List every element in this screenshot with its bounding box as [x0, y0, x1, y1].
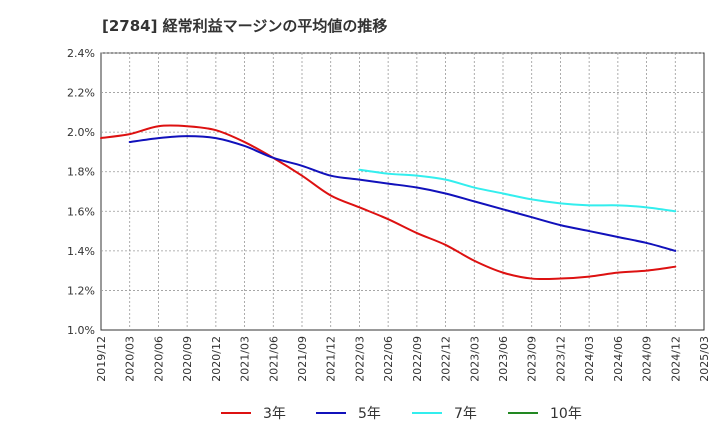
x-tick-label: 2022/06 [382, 336, 395, 382]
legend: 3年 5年 7年 10年 [221, 406, 582, 422]
y-axis: 1.0% 1.2% 1.4% 1.6% 1.8% 2.0% 2.2% 2.4% [67, 47, 95, 337]
y-tick-label: 1.4% [67, 245, 95, 258]
x-tick-label: 2020/12 [210, 336, 223, 382]
x-tick-label: 2019/12 [95, 336, 108, 382]
legend-label: 5年 [358, 406, 381, 422]
x-tick-label: 2020/09 [181, 336, 194, 382]
y-tick-label: 2.0% [67, 126, 95, 139]
x-tick-label: 2021/12 [325, 336, 338, 382]
x-tick-label: 2021/03 [239, 336, 252, 382]
x-tick-label: 2022/03 [353, 336, 366, 382]
plot-area [100, 52, 705, 331]
x-tick-label: 2022/09 [411, 336, 424, 382]
x-tick-label: 2023/03 [468, 336, 481, 382]
x-tick-label: 2023/12 [554, 336, 567, 382]
x-axis: 2019/12 2020/03 2020/06 2020/09 2020/12 2021/… [95, 336, 711, 382]
legend-label: 3年 [263, 406, 286, 422]
x-tick-label: 2024/03 [583, 336, 596, 382]
x-tick-label: 2024/12 [669, 336, 682, 382]
x-tick-label: 2022/12 [440, 336, 453, 382]
series-line-0 [100, 124, 677, 281]
x-tick-label: 2020/06 [152, 336, 165, 382]
y-tick-label: 1.8% [67, 166, 95, 179]
series-line-2 [358, 168, 677, 213]
legend-label: 7年 [454, 406, 477, 422]
x-tick-label: 2024/06 [612, 336, 625, 382]
x-tick-label: 2025/03 [698, 336, 711, 382]
y-tick-label: 2.4% [67, 47, 95, 60]
x-tick-label: 2020/03 [124, 336, 137, 382]
x-tick-label: 2021/06 [267, 336, 280, 382]
gridlines [101, 52, 704, 330]
y-tick-label: 1.0% [67, 324, 95, 337]
y-tick-label: 2.2% [67, 87, 95, 100]
y-tick-label: 1.2% [67, 284, 95, 297]
series-layer [100, 124, 677, 281]
x-tick-label: 2021/09 [296, 336, 309, 382]
x-tick-label: 2024/09 [641, 336, 654, 382]
series-line-1 [128, 135, 677, 252]
chart-title: [2784] 経常利益マージンの平均値の推移 [102, 17, 387, 35]
x-tick-label: 2023/09 [526, 336, 539, 382]
x-tick-label: 2023/06 [497, 336, 510, 382]
legend-label: 10年 [550, 406, 582, 422]
y-tick-label: 1.6% [67, 205, 95, 218]
